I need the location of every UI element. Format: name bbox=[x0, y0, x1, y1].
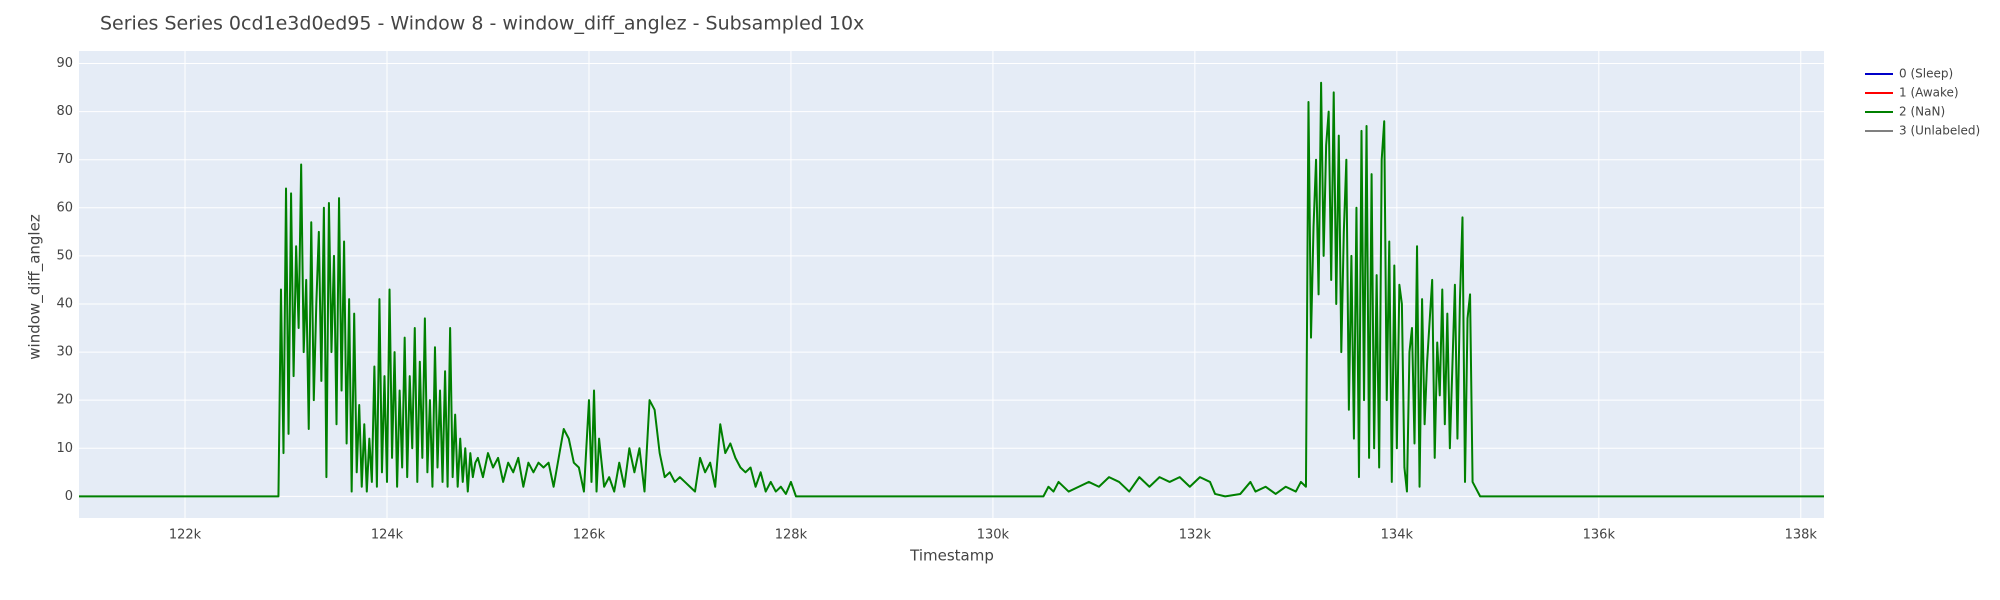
x-tick-label: 134k bbox=[1381, 528, 1414, 543]
y-tick-label: 30 bbox=[56, 345, 73, 360]
x-tick-label: 122k bbox=[169, 528, 202, 543]
x-tick-label: 124k bbox=[371, 528, 404, 543]
legend-label: 0 (Sleep) bbox=[1899, 67, 1953, 81]
legend-label: 3 (Unlabeled) bbox=[1899, 124, 1980, 138]
x-tick-label: 136k bbox=[1583, 528, 1616, 543]
y-tick-label: 70 bbox=[56, 152, 73, 167]
y-tick-label: 90 bbox=[56, 56, 73, 71]
y-tick-label: 40 bbox=[56, 296, 73, 311]
chart-title: Series Series 0cd1e3d0ed95 - Window 8 - … bbox=[100, 13, 864, 35]
x-tick-label: 138k bbox=[1785, 528, 1818, 543]
y-tick-label: 80 bbox=[56, 104, 73, 119]
x-axis-label: Timestamp bbox=[909, 547, 994, 565]
y-tick-label: 20 bbox=[56, 393, 73, 408]
y-tick-label: 0 bbox=[65, 489, 73, 504]
x-tick-label: 126k bbox=[573, 528, 606, 543]
x-tick-label: 130k bbox=[977, 528, 1010, 543]
y-tick-label: 10 bbox=[56, 441, 73, 456]
y-axis-label: window_diff_anglez bbox=[26, 214, 45, 360]
x-tick-label: 128k bbox=[775, 528, 808, 543]
y-tick-label: 50 bbox=[56, 248, 73, 263]
legend-label: 1 (Awake) bbox=[1899, 86, 1959, 100]
legend-label: 2 (NaN) bbox=[1899, 105, 1945, 119]
x-tick-label: 132k bbox=[1179, 528, 1212, 543]
series-line bbox=[79, 81, 1824, 498]
y-tick-label: 60 bbox=[56, 200, 73, 215]
